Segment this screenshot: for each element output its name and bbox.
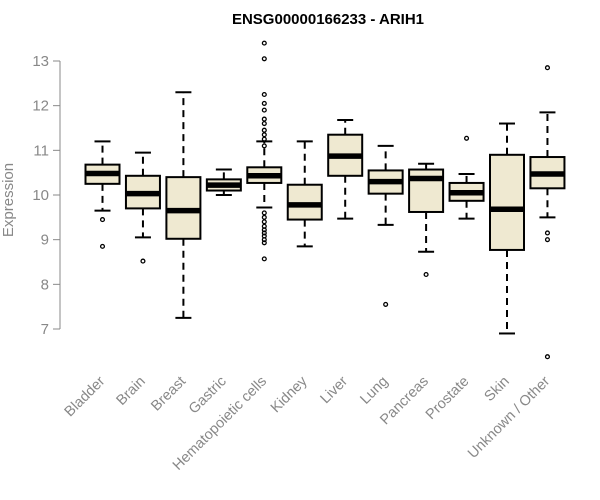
box-bladder <box>84 140 121 249</box>
outlier-point <box>261 120 267 127</box>
y-tick-label: 13 <box>32 53 49 70</box>
outlier-point <box>261 237 267 243</box>
outlier-point <box>261 210 267 216</box>
box-hematopoietic-cells <box>246 40 283 262</box>
box-kidney <box>286 140 323 248</box>
x-category-label: Prostate <box>423 374 472 423</box>
y-tick-label: 9 <box>41 232 49 249</box>
outlier-point <box>261 227 267 233</box>
y-tick-label: 8 <box>41 276 49 293</box>
y-axis: 7 8 9 10 11 12 13 <box>32 53 61 338</box>
outlier-point <box>261 40 267 46</box>
outlier-point <box>99 217 106 223</box>
x-category-label: Liver <box>317 373 351 407</box>
outlier-point <box>463 135 470 141</box>
outlier-point <box>261 56 267 62</box>
box-unknown-other <box>529 65 566 360</box>
outlier-point <box>383 301 389 307</box>
box-liver <box>327 118 364 220</box>
outlier-point <box>261 240 267 246</box>
box-brain <box>124 151 161 264</box>
outlier-point <box>261 219 267 225</box>
outlier-point <box>261 132 267 138</box>
box-lung <box>367 144 404 307</box>
outlier-point <box>261 214 267 220</box>
y-tick-label: 11 <box>33 142 49 159</box>
chart-title: ENSG00000166233 - ARIH1 <box>232 11 424 28</box>
box-prostate <box>448 135 485 220</box>
box-group <box>84 40 566 360</box>
iqr-box <box>489 153 525 251</box>
box-gastric <box>205 168 242 196</box>
y-axis-label: Expression <box>0 163 17 237</box>
box-skin <box>489 122 525 335</box>
outlier-point <box>544 230 550 236</box>
outlier-point <box>261 136 267 142</box>
outlier-point <box>261 256 267 262</box>
x-category-label: Breast <box>148 374 189 415</box>
x-category-label: Bladder <box>62 373 109 420</box>
outlier-point <box>140 258 146 264</box>
box-breast <box>165 91 202 319</box>
x-category-label: Kidney <box>268 373 311 416</box>
y-tick-label: 7 <box>41 321 49 338</box>
y-tick-label: 10 <box>32 187 49 204</box>
outlier-point <box>261 143 267 149</box>
y-tick-label: 12 <box>32 98 49 115</box>
outlier-point <box>544 237 550 243</box>
outlier-point <box>261 107 267 113</box>
outlier-point <box>99 243 106 249</box>
x-category-label: Brain <box>114 374 149 409</box>
outlier-point <box>261 230 267 236</box>
outlier-point <box>423 271 429 278</box>
x-category-label: Skin <box>482 374 513 405</box>
outlier-point <box>261 116 267 122</box>
outlier-point <box>261 91 267 98</box>
outlier-point <box>544 65 550 71</box>
outlier-point <box>261 127 267 133</box>
x-category-label: Lung <box>357 374 391 408</box>
outlier-point <box>544 354 550 360</box>
box-pancreas <box>408 162 445 278</box>
outlier-point <box>261 100 267 106</box>
